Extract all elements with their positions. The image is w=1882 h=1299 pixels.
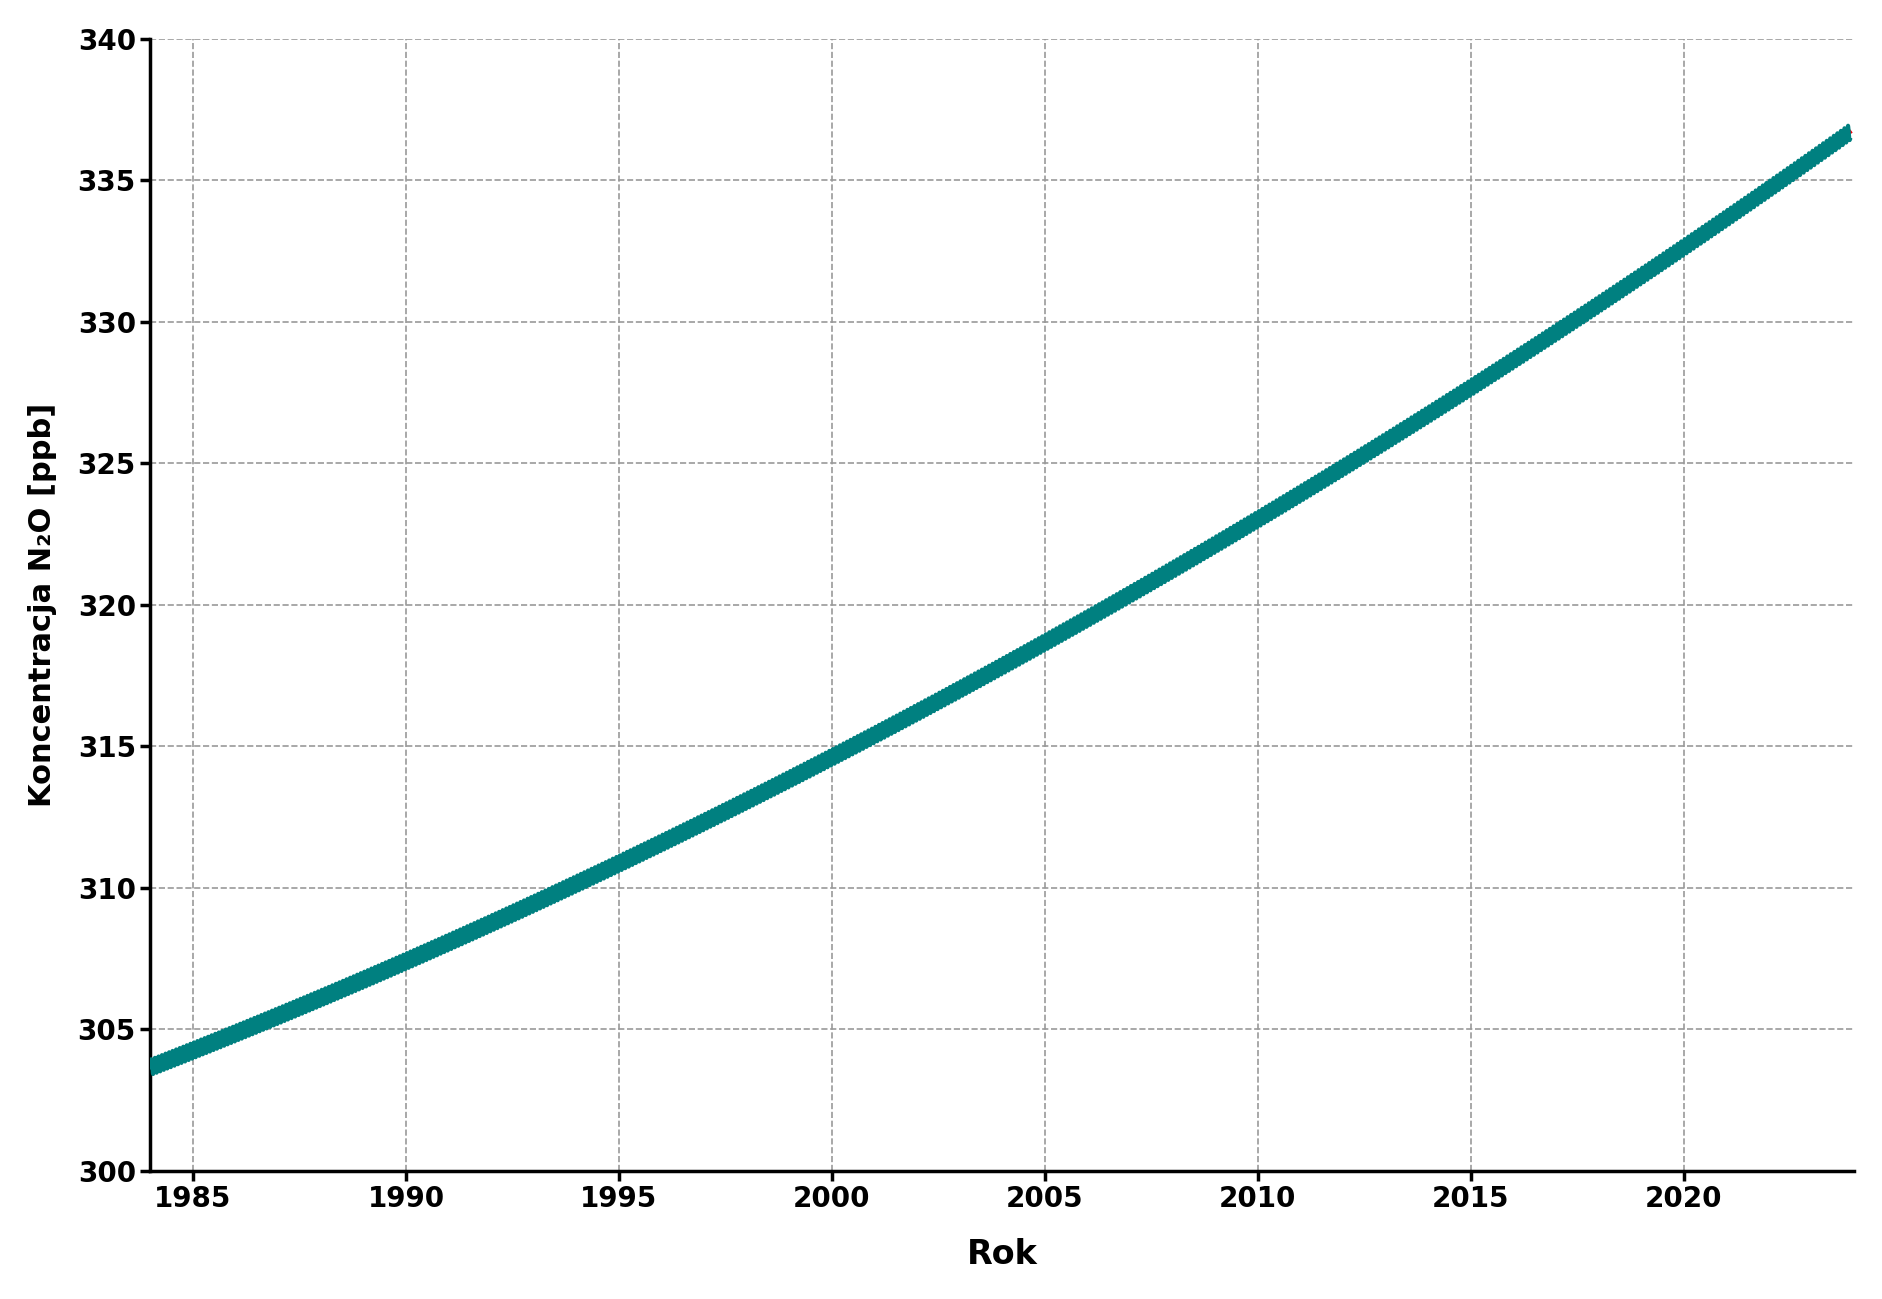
X-axis label: Rok: Rok <box>967 1238 1037 1272</box>
Y-axis label: Koncentracja N₂O [ppb]: Koncentracja N₂O [ppb] <box>28 403 56 807</box>
